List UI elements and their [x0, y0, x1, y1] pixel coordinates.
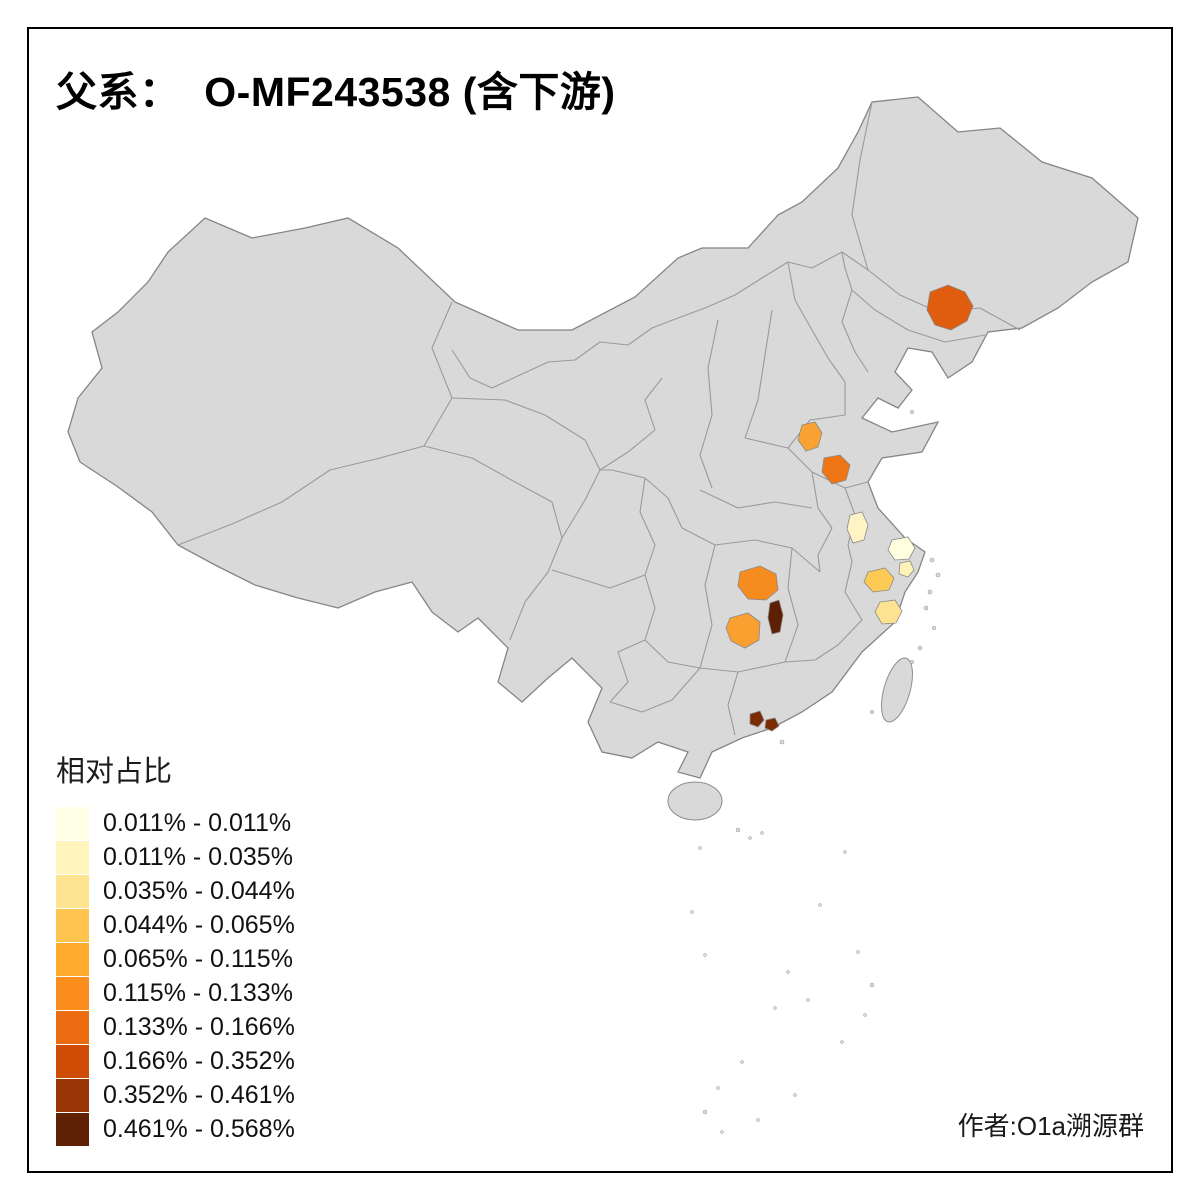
region-south-zhejiang — [874, 599, 903, 625]
legend-label: 0.044% - 0.065% — [103, 911, 295, 939]
legend-label: 0.011% - 0.011% — [103, 809, 292, 837]
legend-item: 0.115% - 0.133% — [56, 977, 295, 1010]
hainan-island — [667, 781, 723, 821]
legend-item: 0.011% - 0.035% — [56, 841, 295, 874]
legend-title: 相对占比 — [56, 756, 173, 788]
taiwan-island — [881, 657, 913, 723]
legend-label: 0.352% - 0.461% — [103, 1081, 295, 1109]
page-title: 父系： O-MF243538 (含下游) — [56, 69, 616, 115]
legend-label: 0.035% - 0.044% — [103, 877, 295, 905]
region-zhejiang-coast — [898, 560, 915, 578]
legend-swatch — [56, 807, 89, 840]
legend-item: 0.035% - 0.044% — [56, 875, 295, 908]
legend-swatch — [56, 1079, 89, 1112]
legend-swatch — [56, 1045, 89, 1078]
legend-swatch — [56, 1011, 89, 1044]
legend-label: 0.011% - 0.035% — [103, 843, 293, 871]
region-north-zhejiang — [863, 567, 895, 593]
legend-item: 0.065% - 0.115% — [56, 943, 295, 976]
region-pearl-river-delta — [749, 710, 780, 732]
region-xuzhou-north-jiangsu — [821, 454, 851, 485]
south-china-sea-islands — [690, 827, 875, 1134]
legend-swatch — [56, 1113, 89, 1146]
legend-label: 0.133% - 0.166% — [103, 1013, 295, 1041]
legend-item: 0.133% - 0.166% — [56, 1011, 295, 1044]
legend-label: 0.461% - 0.568% — [103, 1115, 295, 1143]
legend-item: 0.352% - 0.461% — [56, 1079, 295, 1112]
legend: 相对占比 0.011% - 0.011% 0.011% - 0.035% 0.0… — [56, 748, 295, 1147]
legend-swatch — [56, 943, 89, 976]
legend-swatch — [56, 977, 89, 1010]
legend-item: 0.044% - 0.065% — [56, 909, 295, 942]
coastal-islands — [779, 410, 941, 745]
legend-item: 0.011% - 0.011% — [56, 807, 295, 840]
legend-label: 0.166% - 0.352% — [103, 1047, 295, 1075]
mainland-china — [67, 96, 1139, 779]
region-south-hunan — [725, 612, 761, 649]
attribution: 作者:O1a溯源群 — [957, 1111, 1144, 1141]
legend-item: 0.166% - 0.352% — [56, 1045, 295, 1078]
region-central-jiangsu — [846, 511, 869, 544]
legend-swatch — [56, 909, 89, 942]
region-northeast-jilin — [926, 284, 974, 331]
region-shanghai-south-jiangsu — [887, 536, 916, 561]
region-hunan-jiangxi-border — [767, 599, 784, 635]
region-north-hunan — [737, 565, 779, 601]
legend-item: 0.461% - 0.568% — [56, 1113, 295, 1146]
legend-label: 0.115% - 0.133% — [103, 979, 293, 1007]
legend-swatch — [56, 875, 89, 908]
legend-label: 0.065% - 0.115% — [103, 945, 293, 973]
region-west-shandong — [797, 421, 823, 452]
legend-swatch — [56, 841, 89, 874]
